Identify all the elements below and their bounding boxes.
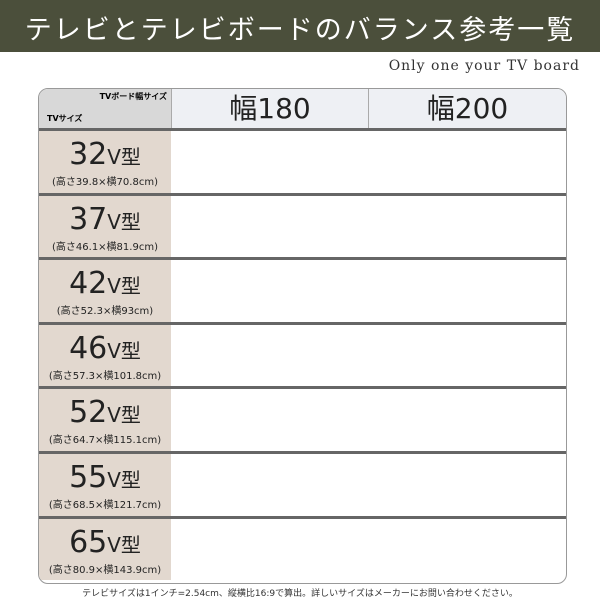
tv-size-number: 32 xyxy=(69,137,108,172)
tv-dimensions: (高さ57.3×横101.8cm) xyxy=(48,370,162,382)
row-separator xyxy=(39,192,566,196)
tv-dimensions: (高さ68.5×横121.7cm) xyxy=(48,500,162,511)
corner-bottom-label: TVサイズ xyxy=(47,114,83,123)
tv-size-number: 65 xyxy=(69,524,108,560)
tv-dimensions: (高さ46.1×横81.9cm) xyxy=(52,241,158,253)
size-cell: 32V型 (高さ39.8×横70.8cm) xyxy=(39,131,171,193)
tv-size: 42V型 xyxy=(39,266,171,301)
size-cell: 37V型 (高さ46.1×横81.9cm) xyxy=(39,195,171,258)
row-separator xyxy=(39,515,566,519)
row-separator xyxy=(39,451,566,454)
tv-dimensions: (高さ80.9×横143.9cm) xyxy=(48,564,162,576)
tv-size: 46V型 xyxy=(39,331,171,366)
column-header: 幅200 xyxy=(368,89,566,128)
row-separator xyxy=(39,128,566,131)
size-cell: 42V型 (高さ52.3×横93cm) xyxy=(39,260,171,322)
footnote: テレビサイズは1インチ=2.54cm、縦横比16:9で算出。詳しいサイズはメーカ… xyxy=(82,589,518,599)
column-header: 幅180 xyxy=(171,89,368,128)
tv-size-number: 42 xyxy=(69,266,108,302)
tv-size: 32V型 xyxy=(39,137,171,172)
row-separator xyxy=(39,257,566,261)
tv-size-unit: V型 xyxy=(107,403,141,428)
tv-size-number: 37 xyxy=(69,201,108,237)
tv-size: 52V型 xyxy=(39,395,171,430)
title-bar xyxy=(0,0,600,52)
corner-top-label: TVボード幅サイズ xyxy=(99,92,167,101)
corner-cell: TVボード幅サイズ TVサイズ xyxy=(39,89,171,128)
tv-size: 55V型 xyxy=(39,460,171,495)
table: TVボード幅サイズ TVサイズ 幅180 幅200 32V型 (高さ39.8×横70.8c… xyxy=(38,88,567,584)
tv-dimensions: (高さ64.7×横115.1cm) xyxy=(48,435,162,447)
tv-size-unit: V型 xyxy=(107,145,141,169)
title: テレビとテレビボードのバランス参考一覧 xyxy=(24,15,576,46)
row-separator xyxy=(39,321,566,325)
tv-size-number: 46 xyxy=(69,330,108,366)
tv-size: 37V型 xyxy=(39,202,171,237)
tv-size-unit: V型 xyxy=(107,338,141,363)
size-cell: 55V型 (高さ68.5×横121.7cm) xyxy=(39,454,171,516)
tv-size-number: 55 xyxy=(69,460,108,495)
subtitle: Only one your TV board xyxy=(388,58,580,74)
tv-dimensions: (高さ52.3×横93cm) xyxy=(56,306,154,318)
size-cell: 46V型 (高さ57.3×横101.8cm) xyxy=(39,324,171,387)
size-cell: 65V型 (高さ80.9×横143.9cm) xyxy=(39,518,171,581)
size-cell: 52V型 (高さ64.7×横115.1cm) xyxy=(39,389,171,451)
tv-size-number: 52 xyxy=(69,395,108,431)
tv-size-unit: V型 xyxy=(107,468,141,492)
tv-dimensions: (高さ39.8×横70.8cm) xyxy=(52,177,158,188)
tv-size-unit: V型 xyxy=(107,209,141,234)
tv-size: 65V型 xyxy=(39,525,171,560)
tv-size-unit: V型 xyxy=(107,274,141,299)
row-separator xyxy=(39,386,566,390)
tv-size-unit: V型 xyxy=(107,532,141,557)
